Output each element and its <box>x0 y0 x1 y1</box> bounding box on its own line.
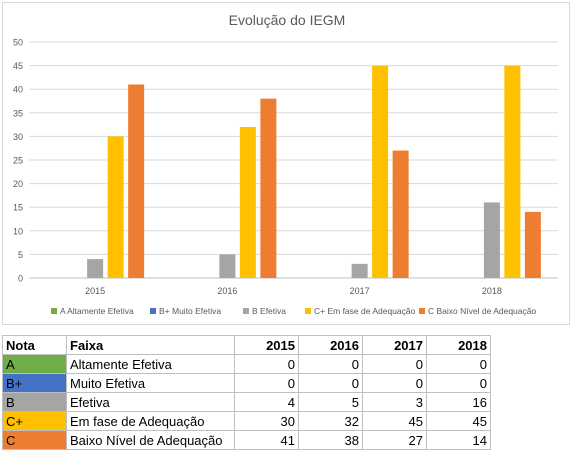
value-cell: 0 <box>234 373 299 393</box>
faixa-cell: Efetiva <box>66 392 235 412</box>
chart-title: Evolução do IEGM <box>229 12 346 28</box>
y-tick-label: 50 <box>13 38 23 48</box>
y-tick-label: 30 <box>13 132 23 142</box>
y-tick-label: 25 <box>13 156 23 166</box>
legend-swatch <box>305 308 311 314</box>
value-cell: 0 <box>426 373 491 393</box>
chart-container: Evolução do IEGM 0 5 10 15 20 25 30 35 40 45 50 2015… <box>2 2 570 325</box>
bar <box>107 136 124 278</box>
table-row: C+ Em fase de Adequação 30 32 45 45 <box>2 411 491 431</box>
nota-cell: C+ <box>2 411 67 431</box>
nota-cell: C <box>2 430 67 450</box>
x-tick-label: 2015 <box>85 286 105 296</box>
y-tick-label: 0 <box>18 274 23 284</box>
bar <box>392 150 409 278</box>
data-table: Nota Faixa 2015 2016 2017 2018 A Altament… <box>2 335 491 450</box>
header-nota: Nota <box>2 335 67 355</box>
value-cell: 41 <box>234 430 299 450</box>
legend-swatch <box>150 308 156 314</box>
value-cell: 4 <box>234 392 299 412</box>
bar <box>239 126 256 279</box>
bar <box>372 65 389 278</box>
bar <box>260 98 277 278</box>
y-tick-label: 35 <box>13 108 23 118</box>
bar <box>504 65 521 278</box>
table-row: B Efetiva 4 5 3 16 <box>2 392 491 412</box>
table-header-row: Nota Faixa 2015 2016 2017 2018 <box>2 335 491 355</box>
value-cell: 32 <box>298 411 363 431</box>
faixa-cell: Em fase de Adequação <box>66 411 235 431</box>
nota-cell: A <box>2 354 67 374</box>
value-cell: 30 <box>234 411 299 431</box>
bar <box>219 254 236 278</box>
x-tick-label: 2018 <box>482 286 502 296</box>
value-cell: 0 <box>362 354 427 374</box>
y-tick-label: 15 <box>13 203 23 213</box>
y-tick-label: 10 <box>13 226 23 236</box>
faixa-cell: Muito Efetiva <box>66 373 235 393</box>
value-cell: 38 <box>298 430 363 450</box>
faixa-cell: Baixo Nível de Adequação <box>66 430 235 450</box>
bar <box>351 263 368 278</box>
bar-chart: Evolução do IEGM 0 5 10 15 20 25 30 35 40 45 50 2015… <box>13 12 558 316</box>
table-row: C Baixo Nível de Adequação 41 38 27 14 <box>2 430 491 450</box>
value-cell: 45 <box>426 411 491 431</box>
value-cell: 45 <box>362 411 427 431</box>
header-faixa: Faixa <box>66 335 235 355</box>
value-cell: 3 <box>362 392 427 412</box>
value-cell: 5 <box>298 392 363 412</box>
value-cell: 0 <box>362 373 427 393</box>
value-cell: 0 <box>234 354 299 374</box>
nota-cell: B+ <box>2 373 67 393</box>
legend-label: C Baixo Nível de Adequação <box>428 306 536 316</box>
x-tick-label: 2016 <box>217 286 237 296</box>
table-row: A Altamente Efetiva 0 0 0 0 <box>2 354 491 374</box>
value-cell: 27 <box>362 430 427 450</box>
faixa-cell: Altamente Efetiva <box>66 354 235 374</box>
header-2016: 2016 <box>298 335 363 355</box>
legend-label: C+ Em fase de Adequação <box>314 306 416 316</box>
value-cell: 16 <box>426 392 491 412</box>
value-cell: 0 <box>298 373 363 393</box>
y-tick-label: 40 <box>13 85 23 95</box>
legend-label: B Efetiva <box>252 306 286 316</box>
y-tick-label: 5 <box>18 250 23 260</box>
bar <box>483 202 500 278</box>
value-cell: 0 <box>426 354 491 374</box>
legend-swatch <box>51 308 57 314</box>
bar <box>524 211 541 278</box>
legend-swatch <box>243 308 249 314</box>
legend-label: A Altamente Efetiva <box>60 306 134 316</box>
bar <box>128 84 145 278</box>
table-row: B+ Muito Efetiva 0 0 0 0 <box>2 373 491 393</box>
value-cell: 14 <box>426 430 491 450</box>
value-cell: 0 <box>298 354 363 374</box>
legend-label: B+ Muito Efetiva <box>159 306 221 316</box>
nota-cell: B <box>2 392 67 412</box>
legend-swatch <box>419 308 425 314</box>
header-2015: 2015 <box>234 335 299 355</box>
x-tick-label: 2017 <box>350 286 370 296</box>
bar <box>87 259 104 278</box>
y-tick-label: 45 <box>13 61 23 71</box>
header-2018: 2018 <box>426 335 491 355</box>
y-tick-label: 20 <box>13 179 23 189</box>
header-2017: 2017 <box>362 335 427 355</box>
